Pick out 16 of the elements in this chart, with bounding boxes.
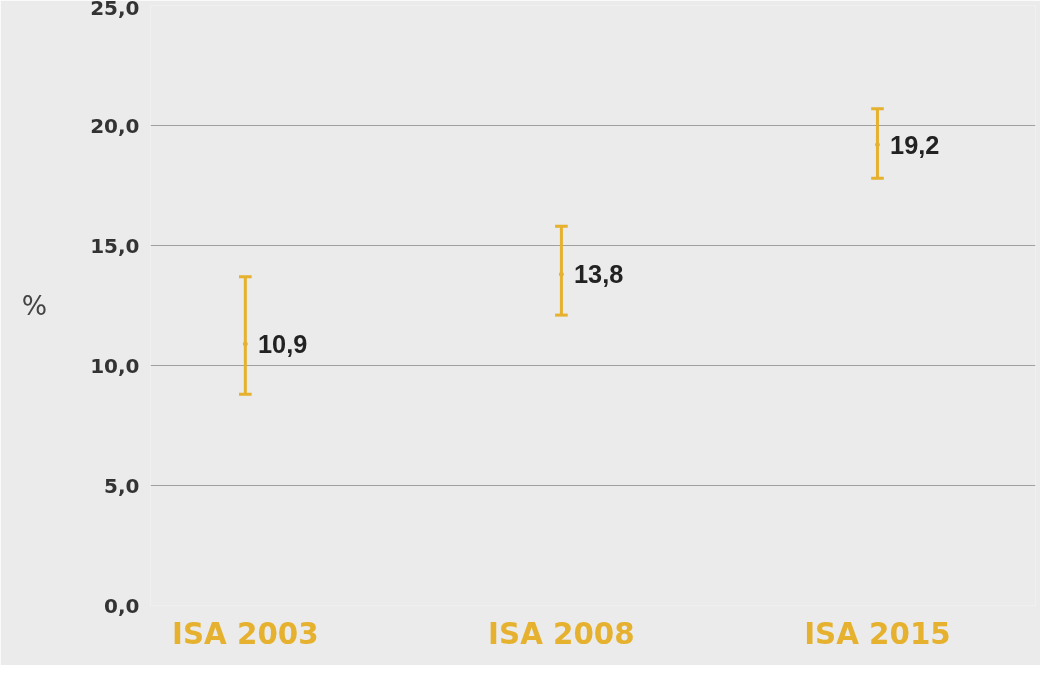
y-tick-label: 5,0 xyxy=(104,473,140,498)
point xyxy=(242,341,248,347)
y-tick-label: 0,0 xyxy=(104,593,140,618)
point xyxy=(558,271,564,277)
x-tick-label: ISA 2008 xyxy=(488,616,635,651)
y-tick-label: 20,0 xyxy=(90,113,140,138)
data-label: 10,9 xyxy=(257,329,308,358)
point xyxy=(874,142,880,148)
x-tick-label: ISA 2015 xyxy=(804,616,951,651)
y-tick-label: 10,0 xyxy=(90,353,140,378)
data-label: 13,8 xyxy=(574,260,624,289)
y-tick-label: 25,0 xyxy=(90,0,140,20)
y-axis-title: % xyxy=(21,290,48,321)
y-tick-label: 15,0 xyxy=(90,233,140,258)
data-label: 19,2 xyxy=(890,130,940,159)
x-tick-label: ISA 2003 xyxy=(172,616,319,651)
